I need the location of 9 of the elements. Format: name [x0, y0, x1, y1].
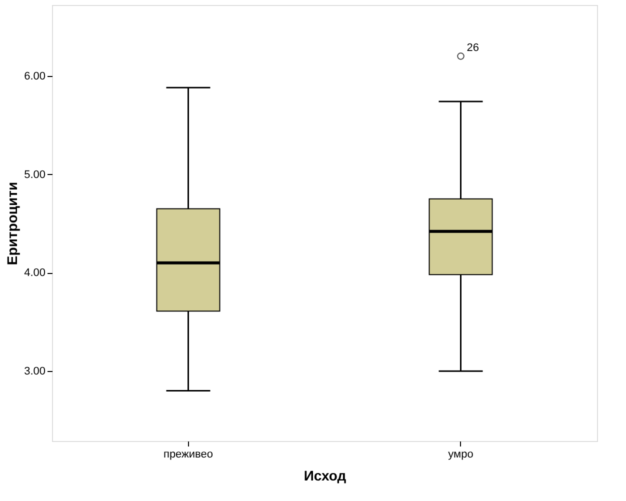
y-axis-title: Еритроцити — [4, 182, 20, 266]
y-tick-label: 3.00 — [24, 366, 46, 378]
x-tick-label: умро — [448, 448, 474, 460]
x-axis-title: Исход — [304, 468, 346, 484]
x-tick-label: преживео — [163, 448, 214, 460]
annotation: 26 — [466, 42, 479, 54]
y-tick-label: 4.00 — [24, 267, 46, 280]
y-tick-label: 6.00 — [24, 70, 46, 82]
y-tick-label: 5.00 — [24, 168, 46, 181]
